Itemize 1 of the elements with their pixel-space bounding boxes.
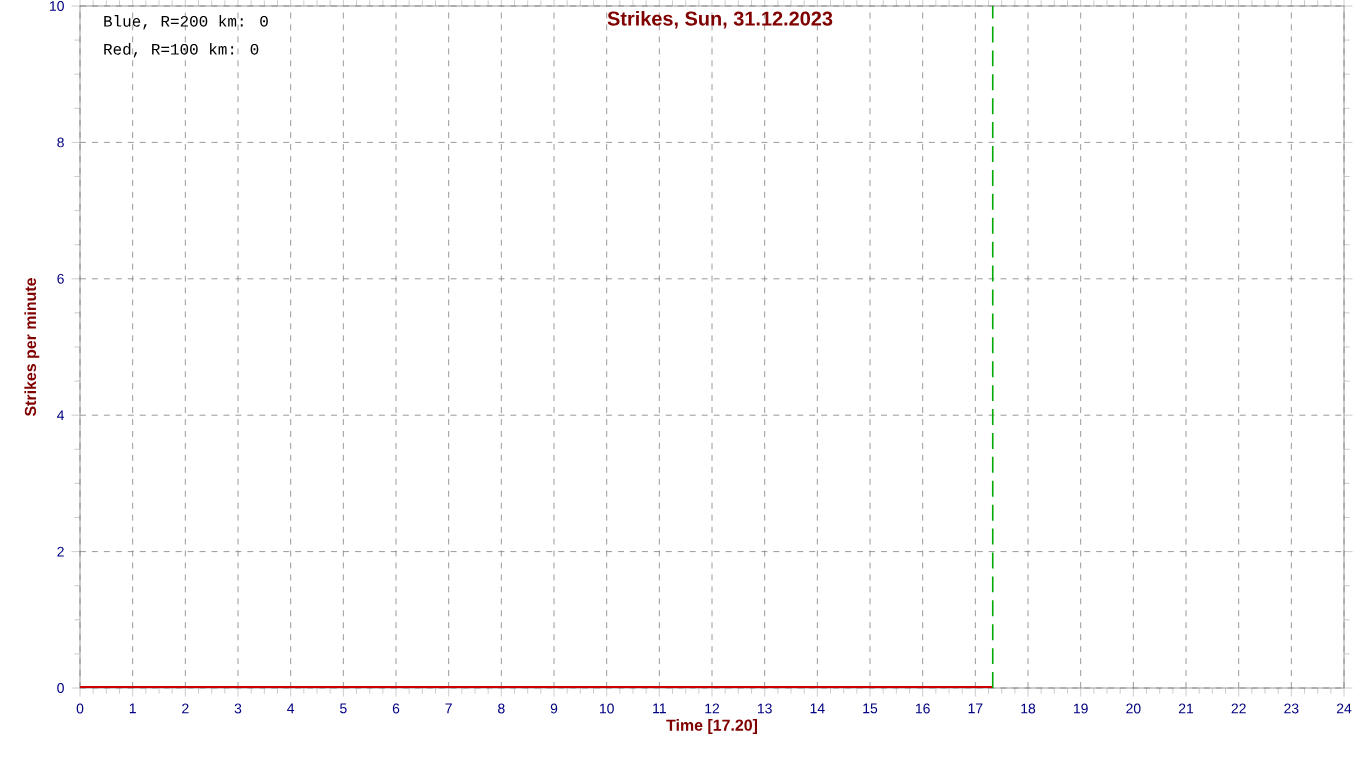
chart-title: Strikes, Sun, 31.12.2023 [607, 11, 833, 29]
